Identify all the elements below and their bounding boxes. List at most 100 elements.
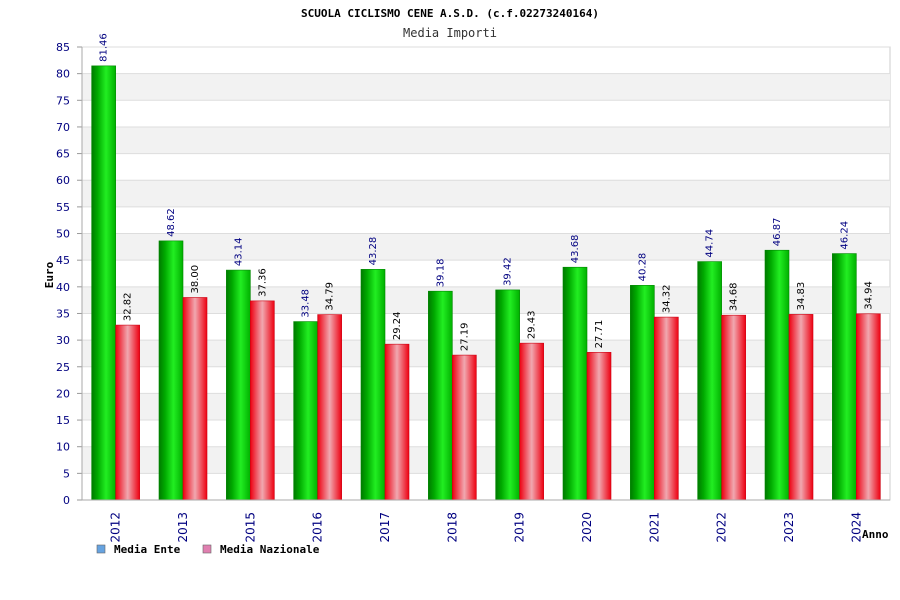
legend-entry: Media Nazionale [220, 543, 320, 556]
grid-band [82, 180, 890, 207]
plot-background [81, 46, 891, 501]
data-label: 46.24 [839, 221, 850, 250]
y-axis-title: Euro [43, 261, 56, 288]
data-label: 46.87 [772, 218, 783, 247]
y-axis: 0 5 10 15 20 25 30 35 40 45 50 55 60 65 70 75 80 85 [56, 41, 83, 507]
legend-entry: Media Ente [114, 543, 181, 556]
bar-media-nazionale [586, 352, 612, 501]
plot-area [81, 46, 891, 501]
legend: Media Ente Media Nazionale [96, 543, 320, 556]
bar-media-ente [764, 249, 790, 501]
x-axis-title: Anno [862, 528, 889, 541]
data-label: 34.32 [661, 284, 672, 313]
y-tick-label: 75 [56, 94, 70, 107]
bar-media-ente [697, 261, 722, 501]
grid-band [82, 446, 890, 474]
y-tick-label: 5 [63, 467, 70, 480]
grid-band [82, 340, 890, 367]
x-tick-label: 2019 [513, 512, 527, 543]
data-label: 29.24 [392, 312, 403, 341]
data-label: 81.46 [99, 33, 110, 62]
y-tick-label: 35 [56, 307, 70, 320]
bar-media-ente [630, 285, 655, 501]
bar-media-nazionale [384, 343, 410, 501]
legend-swatch [202, 544, 212, 554]
data-label: 43.28 [368, 237, 379, 266]
y-tick-label: 15 [56, 414, 70, 427]
data-label: 34.68 [729, 283, 740, 312]
y-tick-label: 50 [56, 228, 70, 241]
x-tick-label: 2017 [378, 512, 392, 543]
data-label: 44.74 [705, 229, 716, 258]
bar-media-nazionale [317, 314, 342, 501]
bar-media-nazionale [115, 324, 140, 501]
grid-band [82, 233, 890, 261]
bar-media-ente [495, 289, 520, 501]
bar-media-ente [832, 253, 857, 501]
y-tick-label: 40 [56, 281, 70, 294]
data-label: 34.79 [325, 282, 336, 311]
data-label: 38.00 [190, 265, 201, 294]
grid-band [82, 126, 890, 154]
data-label: 33.48 [301, 289, 312, 318]
data-label: 39.42 [503, 257, 514, 286]
data-label: 48.62 [166, 208, 177, 237]
bar-media-ente [91, 65, 116, 501]
x-tick-label: 2013 [176, 512, 190, 543]
data-label: 32.82 [123, 292, 134, 321]
data-label: 39.18 [435, 259, 446, 288]
legend-swatch [96, 544, 106, 554]
grid-band [82, 393, 890, 421]
data-label: 43.14 [233, 237, 244, 266]
grid-band [82, 286, 890, 314]
x-tick-label: 2012 [109, 512, 123, 543]
x-tick-label: 2022 [715, 512, 729, 543]
y-tick-label: 70 [56, 121, 70, 134]
data-label: 34.83 [796, 282, 807, 311]
y-tick-label: 80 [56, 68, 70, 81]
bar-media-nazionale [519, 342, 544, 501]
bar-media-nazionale [250, 300, 275, 501]
data-label: 40.28 [637, 253, 648, 282]
bar-media-nazionale [721, 314, 746, 501]
bar-media-ente [158, 240, 184, 501]
y-tick-label: 30 [56, 334, 70, 347]
x-tick-label: 2021 [647, 512, 661, 543]
value-labels: 81.46 32.82 48.62 38.00 43.14 37.36 33.48 34.79… [99, 33, 875, 351]
data-label: 34.94 [863, 281, 874, 310]
y-tick-label: 10 [56, 441, 70, 454]
bars [91, 65, 881, 501]
bar-media-ente [562, 266, 588, 501]
chart-subtitle: Media Importi [403, 26, 497, 40]
bar-media-nazionale [788, 314, 814, 501]
bar-media-ente [226, 269, 251, 501]
x-tick-label: 2015 [243, 512, 257, 543]
y-tick-label: 20 [56, 387, 70, 400]
bar-media-ente [428, 290, 453, 501]
chart-title: SCUOLA CICLISMO CENE A.S.D. (c.f.0227324… [301, 7, 599, 20]
bar-media-nazionale [856, 313, 881, 501]
data-label: 43.68 [570, 235, 581, 264]
bar-media-ente [293, 321, 318, 501]
bar-media-ente [360, 269, 386, 501]
x-tick-label: 2018 [445, 512, 459, 543]
x-axis: 2012 2013 2015 2016 2017 2018 2019 2020 2021 2022… [82, 499, 890, 543]
y-tick-label: 85 [56, 41, 70, 54]
data-label: 27.19 [459, 322, 470, 351]
x-tick-label: 2020 [580, 512, 594, 543]
x-tick-label: 2023 [782, 512, 796, 543]
y-tick-label: 45 [56, 254, 70, 267]
y-tick-label: 60 [56, 174, 70, 187]
x-tick-label: 2024 [849, 512, 863, 543]
x-tick-label: 2016 [311, 512, 325, 543]
data-label: 27.71 [594, 320, 605, 349]
grid-band [82, 73, 890, 101]
data-label: 29.43 [527, 311, 538, 340]
y-tick-label: 25 [56, 361, 70, 374]
data-label: 37.36 [257, 268, 268, 297]
bar-media-nazionale [654, 316, 679, 501]
bar-media-nazionale [182, 297, 208, 501]
bar-media-nazionale [452, 354, 477, 501]
y-tick-label: 0 [63, 494, 70, 507]
